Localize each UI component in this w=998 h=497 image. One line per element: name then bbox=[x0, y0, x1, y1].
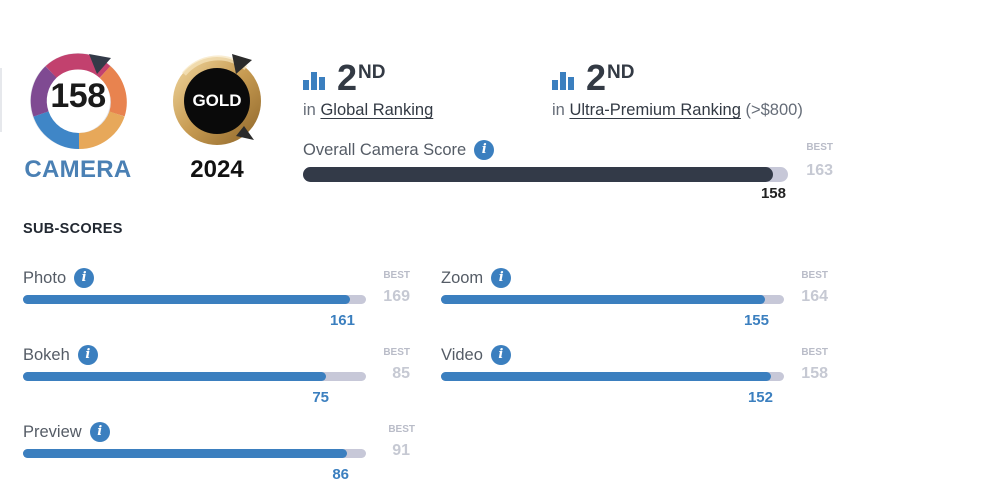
overall-score-bar-fill bbox=[303, 167, 773, 182]
left-edge-mark bbox=[0, 68, 2, 132]
gold-badge-text: GOLD bbox=[192, 91, 242, 110]
global-rank-suffix: ND bbox=[358, 62, 386, 83]
camera-score-badge: 158 CAMERA bbox=[22, 48, 134, 184]
subscore-bar bbox=[23, 372, 366, 381]
subscore-value: 161 bbox=[329, 312, 355, 329]
camera-badge-label: CAMERA bbox=[24, 156, 132, 183]
ultra-premium-ranking: 2 ND in Ultra-Premium Ranking (>$800) bbox=[552, 58, 803, 120]
overall-score-value: 158 bbox=[760, 185, 786, 202]
overall-best-value: 163 bbox=[806, 162, 833, 179]
subscore-bar-fill bbox=[441, 372, 771, 381]
ultra-premium-rank-suffix: ND bbox=[607, 62, 635, 83]
subscore-bar bbox=[23, 449, 366, 458]
subscore-best-label: BEST bbox=[383, 270, 410, 281]
global-ranking: 2 ND in Global Ranking bbox=[303, 58, 433, 120]
overall-score-label-text: Overall Camera Score bbox=[303, 140, 467, 159]
subscore-bar-fill bbox=[23, 295, 350, 304]
global-rank-number: 2 bbox=[337, 57, 358, 98]
subscore-label: Preview bbox=[23, 422, 82, 441]
subscore-label: Video bbox=[441, 345, 483, 364]
subscore-best-label: BEST bbox=[801, 270, 828, 281]
subscore-label: Zoom bbox=[441, 268, 484, 287]
sub-scores-heading: SUB-SCORES bbox=[23, 221, 123, 237]
subscore-bokeh: Bokeh i 75 BEST 85 bbox=[23, 344, 413, 408]
global-ranking-link[interactable]: Global Ranking bbox=[320, 101, 434, 119]
subscore-best-label: BEST bbox=[388, 424, 415, 435]
subscore-value: 152 bbox=[747, 389, 773, 406]
subscore-bar-fill bbox=[23, 449, 348, 458]
info-icon[interactable]: i bbox=[74, 268, 95, 288]
subscore-label: Photo bbox=[23, 268, 67, 287]
overall-score-bar bbox=[303, 167, 788, 182]
subscore-bar bbox=[441, 372, 784, 381]
subscore-value: 86 bbox=[332, 466, 349, 483]
info-icon[interactable]: i bbox=[474, 140, 495, 160]
subscore-value: 155 bbox=[743, 312, 769, 329]
subscore-video: Video i 152 BEST 158 bbox=[441, 344, 831, 408]
ultra-premium-ranking-link[interactable]: Ultra-Premium Ranking bbox=[569, 101, 741, 119]
subscore-bar bbox=[23, 295, 366, 304]
camera-badge-score: 158 bbox=[50, 77, 106, 115]
subscore-best-value: 91 bbox=[392, 442, 410, 459]
ultra-premium-rank-number: 2 bbox=[586, 57, 607, 98]
camera-badge-ring-icon bbox=[30, 53, 127, 150]
subscore-photo: Photo i 161 BEST 169 bbox=[23, 267, 413, 331]
subscore-best-value: 85 bbox=[392, 365, 410, 382]
subscore-best-value: 169 bbox=[383, 288, 410, 305]
gold-badge-year: 2024 bbox=[190, 156, 244, 183]
info-icon[interactable]: i bbox=[491, 268, 512, 288]
gold-badge-ring-icon bbox=[173, 54, 261, 145]
subscore-best-label: BEST bbox=[801, 347, 828, 358]
info-icon[interactable]: i bbox=[77, 345, 98, 365]
subscore-value: 75 bbox=[312, 389, 329, 406]
gold-label-badge: GOLD 2024 bbox=[158, 48, 276, 184]
ultra-premium-rank-prefix: in bbox=[552, 101, 565, 119]
subscore-best-value: 164 bbox=[801, 288, 828, 305]
subscore-zoom: Zoom i 155 BEST 164 bbox=[441, 267, 831, 331]
subscore-label: Bokeh bbox=[23, 345, 70, 364]
global-rank-prefix: in bbox=[303, 101, 316, 119]
info-icon[interactable]: i bbox=[490, 345, 511, 365]
ultra-premium-price-note: (>$800) bbox=[745, 101, 803, 119]
info-icon[interactable]: i bbox=[89, 422, 110, 442]
overall-score-label: Overall Camera Score i bbox=[303, 140, 495, 160]
bar-chart-icon bbox=[303, 72, 325, 90]
subscore-best-value: 158 bbox=[801, 365, 828, 382]
overall-best-label: BEST bbox=[806, 142, 833, 153]
subscore-bar bbox=[441, 295, 784, 304]
bar-chart-icon bbox=[552, 72, 574, 90]
subscore-best-label: BEST bbox=[383, 347, 410, 358]
subscore-preview: Preview i 86 BEST 91 bbox=[23, 421, 415, 485]
subscore-bar-fill bbox=[441, 295, 766, 304]
subscore-bar-fill bbox=[23, 372, 326, 381]
